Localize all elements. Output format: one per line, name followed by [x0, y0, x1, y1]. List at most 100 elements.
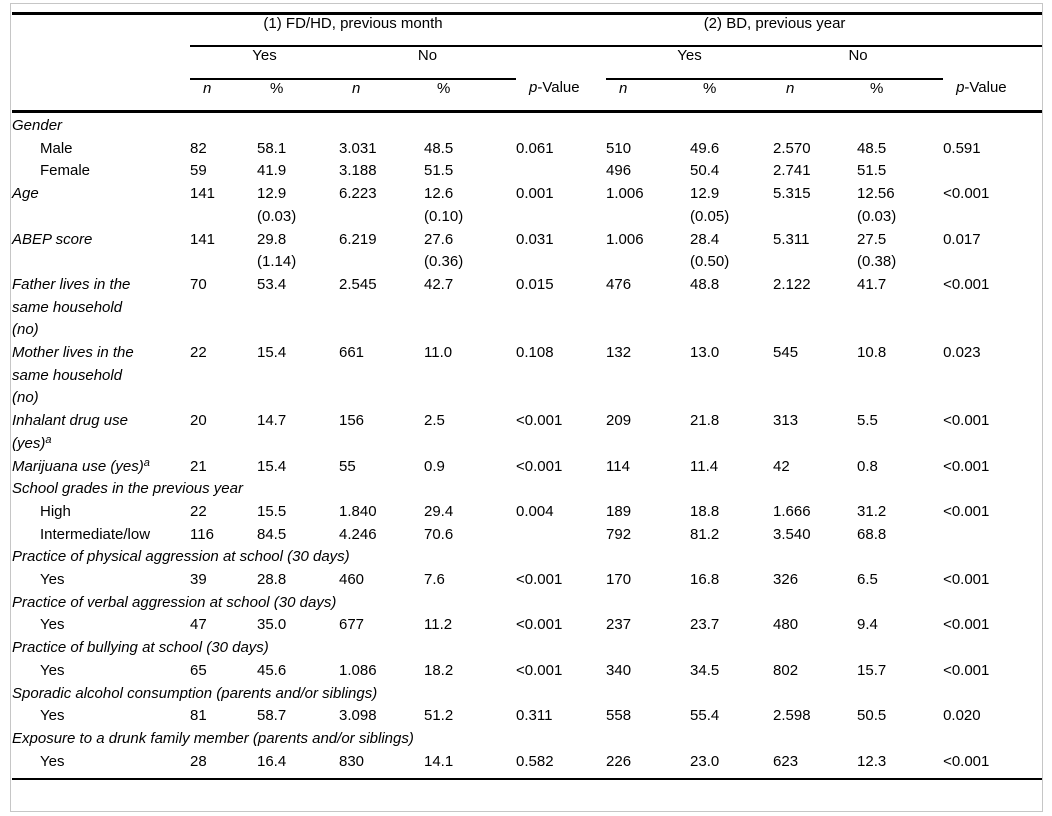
cell-value: 48.5: [857, 139, 887, 157]
table-body: Gender Male 82 58.1 3.031 48.5 0.061 510 49.6 2.5…: [12, 112, 1042, 780]
row-label-text: High: [40, 502, 71, 520]
cell-value: 156: [339, 412, 365, 430]
cell-value: 226: [606, 752, 632, 770]
cell-value: 1.666: [773, 502, 811, 520]
cell-value: 51.2: [424, 707, 454, 725]
row-label: High: [12, 501, 190, 524]
cell-value: 15.5: [257, 502, 287, 520]
cell-value: 802: [773, 661, 799, 679]
row-label: Female: [12, 160, 190, 183]
cell-value: 792: [606, 525, 632, 543]
cell-value: 623: [773, 752, 799, 770]
cell-value: 49.6: [690, 139, 720, 157]
cell-value: 0.591: [943, 139, 981, 157]
row-label-text: Marijuana use (yes): [12, 457, 144, 475]
cell-value: 460: [339, 571, 365, 589]
group1-yes-pct-header: %: [257, 79, 339, 113]
group2-no-header: No: [773, 46, 944, 80]
cell-value: 510: [606, 139, 632, 157]
group1-pvalue-header: p-Value: [516, 79, 607, 113]
cell-value: 0.031: [516, 230, 554, 248]
cell-value: 0.004: [516, 502, 554, 520]
row-label: Sporadic alcohol consumption (parents an…: [12, 684, 378, 702]
group2-no-n-header: n: [773, 79, 858, 113]
cell-value: 15.4: [257, 344, 287, 362]
cell-value: 28.4 (0.50): [690, 230, 730, 271]
cell-value: 313: [773, 412, 799, 430]
cell-value: 51.5: [424, 162, 454, 180]
cell-value: [516, 160, 606, 183]
data-row: Intermediate/low 116 84.5 4.246 70.6 792 81.2 3…: [12, 524, 1042, 547]
cell-value: 16.4: [257, 752, 287, 770]
cell-value: 1.086: [339, 661, 377, 679]
cell-value: <0.001: [516, 616, 563, 634]
row-label: Male: [12, 138, 190, 161]
cell-value: 0.9: [424, 457, 445, 475]
cell-value: 35.0: [257, 616, 287, 634]
cell-value: 3.031: [339, 139, 377, 157]
cell-value: 3.540: [773, 525, 811, 543]
group2-yes-pct-header: %: [690, 79, 774, 113]
statistics-table: (1) FD/HD, previous month (2) BD, previo…: [12, 12, 1043, 781]
section-row: Practice of bullying at school (30 days): [12, 637, 1042, 660]
cell-value: 34.5: [690, 661, 720, 679]
cell-value: 5.5: [857, 412, 878, 430]
cell-value: 9.4: [857, 616, 878, 634]
cell-value: 23.0: [690, 752, 720, 770]
row-label: Father lives in the same household (no): [12, 274, 190, 342]
cell-value: 0.311: [516, 707, 553, 725]
cell-value: <0.001: [943, 616, 990, 634]
cell-value: 0.582: [516, 752, 554, 770]
cell-value: 0.001: [516, 185, 554, 203]
data-row: Yes 39 28.8 460 7.6 <0.001 170 16.8 326 6.5 <0.001: [12, 569, 1042, 592]
row-label: Mother lives in the same household (no): [12, 342, 190, 410]
cell-value: 326: [773, 571, 799, 589]
group2-no-pct-header: %: [857, 79, 944, 113]
cell-value: 81.2: [690, 525, 720, 543]
cell-value: 0.020: [943, 707, 981, 725]
row-label: Yes: [12, 569, 190, 592]
cell-value: 65: [190, 661, 207, 679]
cell-value: 11.4: [690, 457, 719, 475]
row-label: School grades in the previous year: [12, 480, 243, 498]
cell-value: 209: [606, 412, 632, 430]
section-row: School grades in the previous year: [12, 478, 1042, 501]
data-row: Mother lives in the same household (no) 2…: [12, 342, 1042, 410]
cell-value: 27.5 (0.38): [857, 230, 897, 271]
cell-value: 58.7: [257, 707, 287, 725]
footnote-marker: a: [143, 456, 150, 469]
cell-value: 6.223: [339, 185, 377, 203]
yes-no-header-row: Yes No Yes No: [12, 46, 1042, 80]
page-frame: [10, 3, 1043, 812]
cell-value: 496: [606, 162, 632, 180]
cell-value: 51.5: [857, 162, 887, 180]
section-row: Practice of physical aggression at schoo…: [12, 546, 1042, 569]
data-row: Father lives in the same household (no) 7…: [12, 274, 1042, 342]
cell-value: 830: [339, 752, 365, 770]
cell-value: 47: [190, 616, 207, 634]
row-label: Practice of bullying at school (30 days): [12, 639, 269, 657]
row-label-text: Father lives in the same household (no): [12, 275, 131, 339]
cell-value: 29.4: [424, 502, 454, 520]
cell-value: <0.001: [943, 502, 990, 520]
cell-value: 114: [606, 457, 630, 475]
row-label: Exposure to a drunk family member (paren…: [12, 729, 414, 747]
row-label: Yes: [12, 614, 190, 637]
cell-value: 53.4: [257, 275, 287, 293]
cell-value: 13.0: [690, 344, 720, 362]
cell-value: 12.9 (0.03): [257, 185, 297, 225]
cell-value: 15.4: [257, 457, 287, 475]
cell-value: 558: [606, 707, 632, 725]
cell-value: <0.001: [516, 457, 563, 475]
group1-no-n-header: n: [339, 79, 424, 113]
group2-header: (2) BD, previous year: [606, 12, 944, 47]
row-label-text: Yes: [40, 707, 65, 725]
cell-value: 4.246: [339, 525, 377, 543]
cell-value: 55: [339, 457, 356, 475]
section-row: Exposure to a drunk family member (paren…: [12, 728, 1042, 751]
cell-value: 141: [190, 185, 216, 203]
data-row: Yes 65 45.6 1.086 18.2 <0.001 340 34.5 802 15.7 <0…: [12, 660, 1042, 683]
cell-value: 12.6 (0.10): [424, 185, 464, 225]
cell-value: 340: [606, 661, 632, 679]
cell-value: 31.2: [857, 502, 887, 520]
